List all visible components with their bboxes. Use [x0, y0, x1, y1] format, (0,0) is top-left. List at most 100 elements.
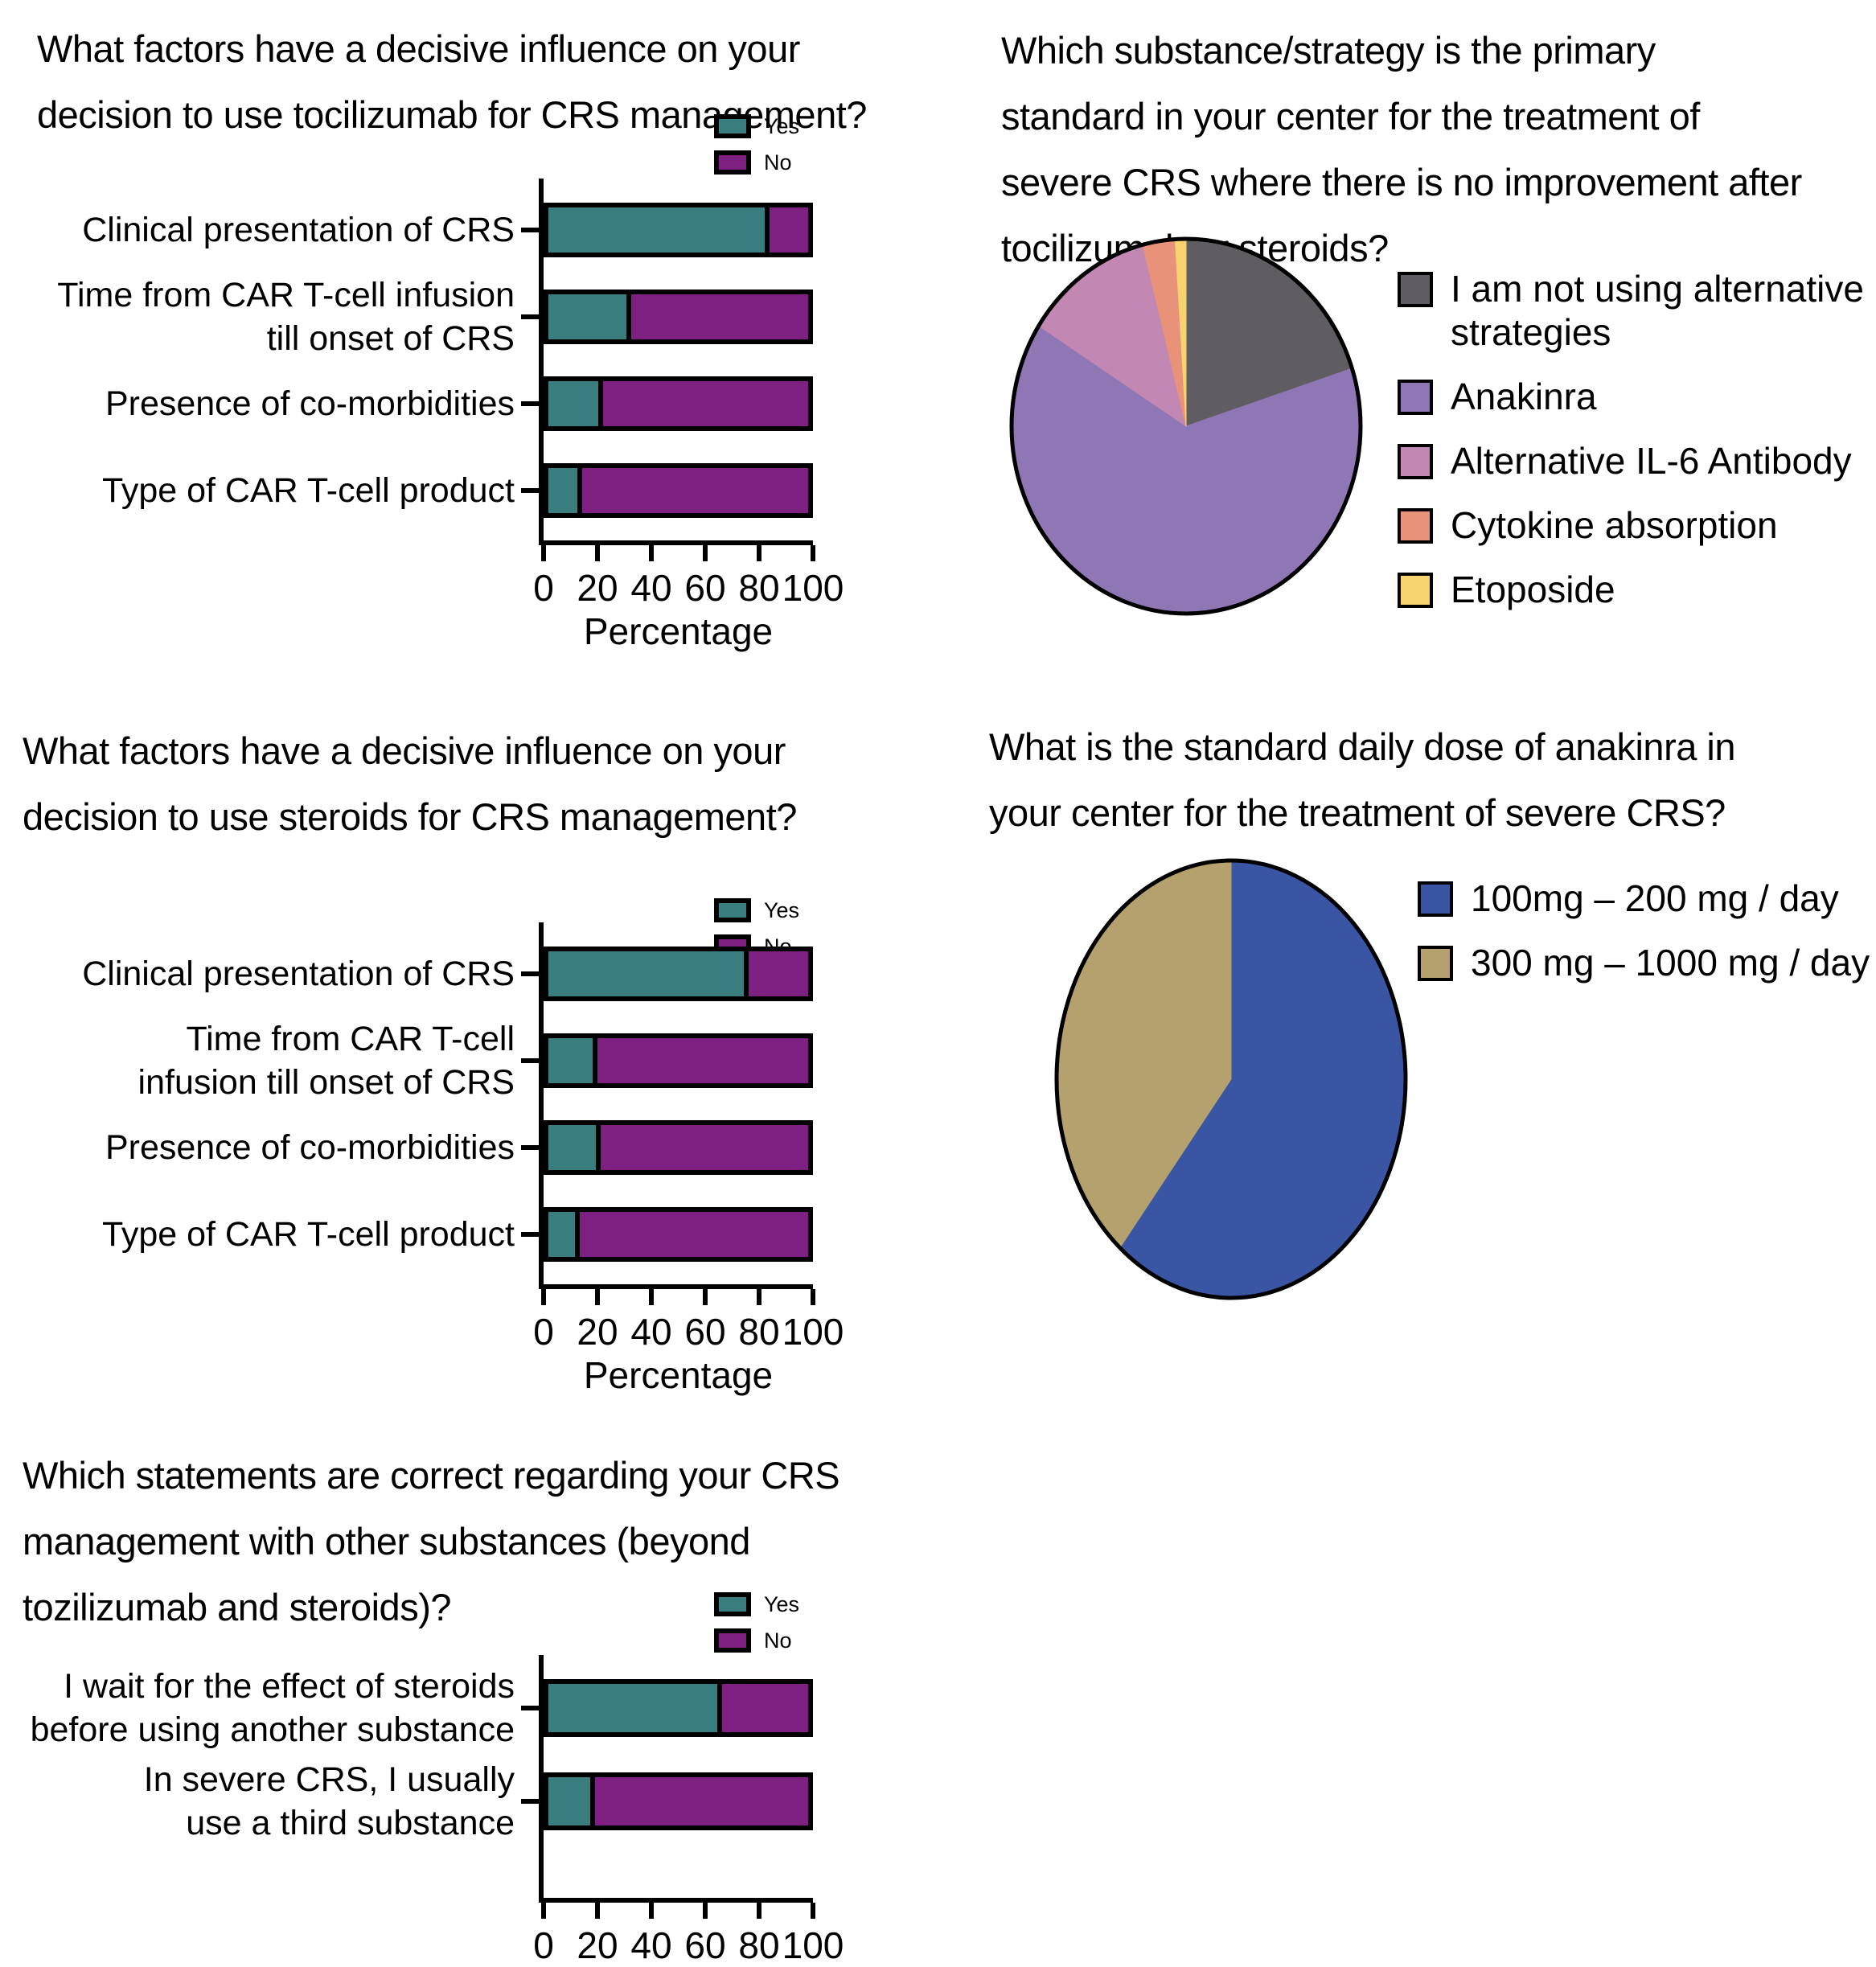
category-label: I wait for the effect of steroids before… [30, 1667, 515, 1749]
x-axis-tick-labels: 0 20 40 60 80 100 [533, 1305, 844, 1353]
y-axis-tick [521, 1799, 539, 1804]
axis-tick-label: 20 [577, 567, 618, 609]
pie-outline [1054, 858, 1408, 1300]
y-axis-tick [521, 1232, 539, 1237]
bar-segment-no [579, 1212, 808, 1257]
y-axis-tick [521, 1145, 539, 1150]
axis-tick [595, 1903, 600, 1919]
pie-svg [1009, 236, 1363, 616]
x-axis: 0 20 40 60 80 100 [533, 1903, 844, 1966]
plot-area: Clinical presentation of CRS Time from CA… [57, 179, 813, 545]
axis-tick [811, 1903, 815, 1919]
legend-item-no: No [714, 150, 799, 175]
legend-swatch [1398, 380, 1433, 415]
bar-row: Time from CAR T-cell infusion till onset… [57, 276, 813, 358]
bar-row: I wait for the effect of steroids before… [31, 1667, 813, 1749]
x-axis-label: Percentage [583, 1354, 774, 1396]
y-axis-tick [521, 488, 539, 493]
axis-tick [595, 1289, 600, 1305]
y-axis-tick [521, 314, 539, 319]
legend-label: Cytokine absorption [1451, 504, 1778, 546]
legend-item: 300 mg – 1000 mg / day [1418, 941, 1870, 984]
bar-plot: Clinical presentation of CRS Time from CA… [82, 922, 844, 1397]
x-axis: 0 20 40 60 80 100 Percentage [533, 1289, 844, 1397]
legend-label-yes: Yes [764, 1592, 800, 1616]
stacked-bar [544, 1679, 813, 1737]
chart-title: Which statements are correct regarding y… [23, 1454, 840, 1628]
legend-swatch-yes [714, 114, 751, 138]
legend-item-yes: Yes [714, 1592, 799, 1616]
legend-item: Etoposide [1398, 568, 1864, 611]
x-axis-label: Percentage [583, 610, 774, 652]
bar-segment-no [631, 294, 808, 339]
bar-segment-yes [548, 1777, 596, 1825]
legend-item: 100mg – 200 mg / day [1418, 877, 1870, 920]
axis-tick-label: 0 [533, 1311, 554, 1353]
axis-tick [649, 1903, 654, 1919]
bar-row: Type of CAR T-cell product [102, 1207, 813, 1262]
legend-label: Alternative IL-6 Antibody [1451, 440, 1852, 482]
x-axis: 0 20 40 60 80 100 Percentage [533, 545, 844, 653]
pie-plot [1008, 235, 1365, 622]
bar-row: Clinical presentation of CRS [82, 203, 813, 257]
bar-row: In severe CRS, I usually use a third sub… [144, 1760, 813, 1842]
axis-tick [595, 545, 600, 561]
legend-label-yes: Yes [764, 114, 800, 138]
legend-label-no: No [764, 1628, 792, 1653]
chart-title: Which substance/strategy is the primary … [1001, 29, 1802, 269]
legend-item: Cytokine absorption [1398, 503, 1864, 547]
category-label: Type of CAR T-cell product [101, 471, 515, 510]
y-axis-tick [521, 401, 539, 406]
stacked-bar [544, 203, 813, 257]
bar-segment-yes [548, 951, 749, 996]
axis-tick [541, 545, 546, 561]
bar-chart-tocilizumab: What factors have a decisive influence o… [16, 0, 933, 696]
stacked-bar [544, 1207, 813, 1262]
axis-tick [811, 545, 815, 561]
stacked-bar [544, 463, 813, 518]
legend-swatch-no [714, 1628, 751, 1653]
bar-chart-steroids: What factors have a decisive influence o… [16, 696, 933, 1431]
bar-segment-no [597, 1038, 808, 1083]
y-axis-tick [521, 1706, 539, 1710]
category-label: Clinical presentation of CRS [82, 211, 515, 249]
legend-swatch [1398, 272, 1433, 307]
legend-label: Etoposide [1451, 569, 1615, 610]
axis-tick [703, 545, 708, 561]
axis-tick [703, 1903, 708, 1919]
bar-segment-no [600, 1125, 808, 1170]
x-axis-ticks [541, 545, 815, 561]
legend-label-yes: Yes [764, 898, 800, 922]
category-label: Time from CAR T-cell infusion till onset… [57, 276, 515, 358]
bar-row: Clinical presentation of CRS [82, 947, 813, 1001]
legend-swatch [1418, 946, 1453, 981]
axis-tick-label: 20 [577, 1311, 618, 1353]
axis-tick [649, 545, 654, 561]
stacked-bar [544, 290, 813, 344]
bar-plot: I wait for the effect of steroids before… [31, 1655, 844, 1966]
x-axis-ticks [541, 1289, 815, 1305]
bar-segment-no [602, 381, 808, 426]
bar-plot: Clinical presentation of CRS Time from CA… [57, 179, 844, 653]
axis-tick-label: 80 [738, 1924, 780, 1966]
bar-row: Presence of co-morbidities [105, 376, 813, 431]
legend-swatch-yes [714, 1592, 751, 1616]
x-axis-tick-labels: 0 20 40 60 80 100 [533, 1919, 844, 1966]
stacked-bar [544, 947, 813, 1001]
pie-plot [1053, 856, 1410, 1306]
plot-area: I wait for the effect of steroids before… [31, 1655, 813, 1903]
legend-swatch [1398, 573, 1433, 608]
legend-item: I am not using alternative strategies [1398, 267, 1864, 354]
legend-swatch-yes [714, 898, 751, 922]
category-label: Presence of co-morbidities [105, 1128, 515, 1167]
axis-tick [541, 1289, 546, 1305]
legend-item-yes: Yes [714, 898, 799, 922]
bar-segment-no [769, 207, 808, 253]
legend-swatch-no [714, 150, 751, 175]
bar-segment-no [722, 1684, 808, 1732]
bar-segment-yes [548, 1038, 598, 1083]
legend-item: Anakinra [1398, 375, 1864, 418]
legend-item-no: No [714, 1628, 799, 1653]
stacked-bar [544, 376, 813, 431]
axis-tick-label: 100 [782, 567, 844, 609]
